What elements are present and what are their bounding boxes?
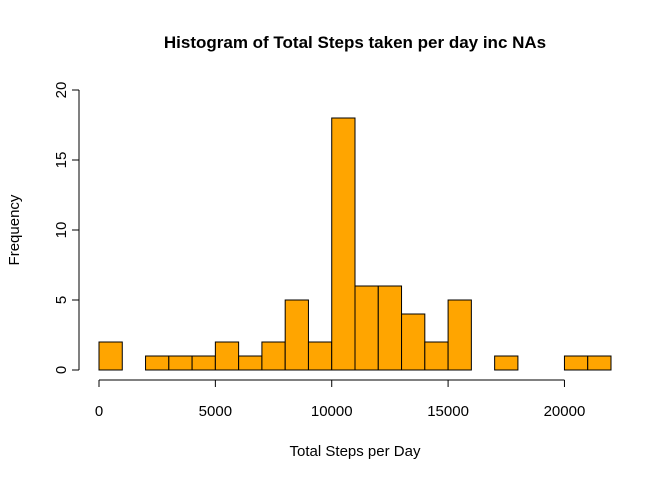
y-axis: 0 5 10 15 20 xyxy=(53,82,80,374)
bars-group xyxy=(98,117,612,371)
histogram-bar-13000-14000 xyxy=(401,313,426,371)
histogram-bar-9000-10000 xyxy=(307,341,333,371)
histogram-bar-12000-13000 xyxy=(377,285,403,371)
y-tick-label-15: 15 xyxy=(53,152,70,169)
y-tick-label-20: 20 xyxy=(53,82,70,99)
histogram-bar-10000-11000 xyxy=(331,117,356,371)
histogram-bar-2000-3000 xyxy=(145,355,170,371)
chart-title: Histogram of Total Steps taken per day i… xyxy=(164,33,546,52)
histogram-bar-11000-12000 xyxy=(354,285,379,371)
histogram-bar-6000-7000 xyxy=(238,355,263,371)
y-tick-label-0: 0 xyxy=(53,366,70,374)
x-axis-label: Total Steps per Day xyxy=(290,443,421,460)
x-tick-label-20000: 20000 xyxy=(544,403,586,420)
histogram-bar-21000-22000 xyxy=(587,355,612,371)
histogram-bar-4000-5000 xyxy=(191,355,216,371)
histogram-bar-3000-4000 xyxy=(168,355,193,371)
y-tick-label-10: 10 xyxy=(53,222,70,239)
histogram-bar-20000-21000 xyxy=(563,355,589,371)
histogram-bar-7000-8000 xyxy=(261,341,286,371)
x-tick-label-15000: 15000 xyxy=(427,403,469,420)
histogram-bar-0-1000 xyxy=(98,341,123,371)
histogram-bar-8000-9000 xyxy=(284,299,309,371)
x-tick-label-0: 0 xyxy=(95,403,103,420)
y-tick-label-5: 5 xyxy=(53,296,70,304)
x-tick-label-10000: 10000 xyxy=(311,403,353,420)
histogram-bar-5000-6000 xyxy=(214,341,240,371)
histogram-bar-17000-18000 xyxy=(494,355,519,371)
x-axis: 0 5000 10000 15000 20000 xyxy=(95,379,586,420)
x-tick-label-5000: 5000 xyxy=(199,403,232,420)
histogram-bar-14000-15000 xyxy=(424,341,449,371)
y-axis-label: Frequency xyxy=(6,194,23,265)
histogram-bar-15000-16000 xyxy=(447,299,472,371)
